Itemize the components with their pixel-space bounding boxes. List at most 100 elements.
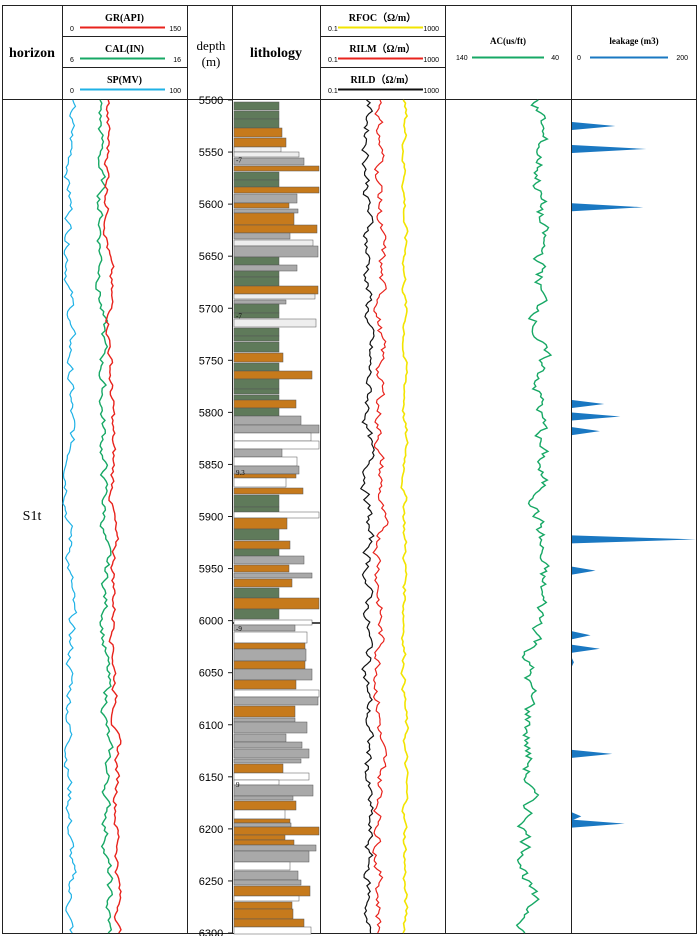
lithology-band <box>233 477 287 488</box>
lithology-band <box>233 335 280 342</box>
lithology-band <box>233 555 305 565</box>
depth-tick-label: 6200 <box>199 824 223 836</box>
leakage-peak <box>572 812 582 821</box>
track1-curve-max: 100 <box>169 88 181 95</box>
lithology-band <box>233 648 307 662</box>
lithology-band <box>233 795 294 801</box>
leakage-peak <box>572 749 613 758</box>
lithology-band <box>233 118 280 129</box>
leakage-peak <box>572 144 647 153</box>
track1-curve-name: SP(MV) <box>107 75 142 86</box>
resistivity-curve-max: 1000 <box>423 88 439 95</box>
lithology-band <box>233 110 280 120</box>
leakage-peak <box>572 631 591 640</box>
lithology-band <box>233 362 280 372</box>
depth-tick-label: 5900 <box>199 512 223 524</box>
lithology-column: -7 -7 9.3 -9 9 <box>233 101 320 935</box>
lithology-band <box>233 642 306 650</box>
depth-tick-label: 6050 <box>199 668 223 680</box>
lithology-band <box>233 186 320 194</box>
depth-tick-label: 5800 <box>199 407 223 419</box>
lithology-band <box>233 157 305 166</box>
lithology-band <box>233 578 293 588</box>
sp-curve <box>62 99 78 934</box>
track1-curve-min: 0 <box>70 26 74 33</box>
lithology-band <box>233 276 280 287</box>
rild-curve <box>359 99 375 934</box>
rfoc-curve <box>400 99 410 934</box>
lithology-band <box>233 721 308 734</box>
lithology-band <box>233 564 290 573</box>
lithology-band <box>233 179 280 188</box>
depth-tick-label: 6250 <box>199 876 223 888</box>
lithology-band <box>233 341 280 353</box>
lithology-band <box>233 448 283 458</box>
depth-tick-label: 5550 <box>199 147 223 159</box>
lithology-band <box>233 394 280 401</box>
lithology-layer-label: 9 <box>236 781 240 789</box>
leakage-peak <box>572 412 621 421</box>
lithology-band <box>233 415 302 426</box>
lithology-band <box>233 171 280 181</box>
lithology-band <box>233 202 290 209</box>
resistivity-curve-max: 1000 <box>423 57 439 64</box>
depth-tick-label: 5500 <box>199 95 223 107</box>
rilm-curve <box>372 99 389 934</box>
lithology-band <box>233 800 297 811</box>
lithology-band <box>233 834 286 841</box>
depth-tick-label: 6000 <box>199 616 223 628</box>
depth-tick-label: 5750 <box>199 355 223 367</box>
lithology-band <box>233 572 313 579</box>
lithology-band <box>233 399 297 409</box>
depth-tick-label: 6300 <box>199 928 223 936</box>
lithology-band <box>233 494 280 508</box>
header-lithology: lithology <box>250 46 302 61</box>
lithology-band <box>233 844 317 852</box>
lithology-band <box>233 137 287 148</box>
lithology-band <box>233 705 296 718</box>
lithology-band <box>233 270 280 278</box>
lithology-band <box>233 918 305 928</box>
lithology-band <box>233 424 320 434</box>
leakage-track <box>572 122 696 828</box>
chart-frame <box>2 5 697 934</box>
lithology-band <box>233 619 313 626</box>
track1-curve-min: 0 <box>70 88 74 95</box>
column-separators <box>62 5 572 933</box>
lithology-band <box>233 597 320 610</box>
depth-tick-label: 5850 <box>199 459 223 471</box>
lithology-band <box>233 548 280 557</box>
ac-curve <box>515 99 553 934</box>
lithology-band <box>233 818 291 824</box>
lithology-band <box>233 839 295 846</box>
lithology-band <box>233 239 314 247</box>
lithology-layer-label: -7 <box>236 156 242 164</box>
lithology-band <box>233 146 282 153</box>
leakage-peak <box>572 203 644 212</box>
lithology-band <box>233 370 313 380</box>
leakage-peak <box>572 658 574 667</box>
lithology-band <box>233 285 319 295</box>
lithology-band <box>233 303 280 314</box>
leakage-peak <box>572 122 616 131</box>
lithology-band <box>233 668 313 681</box>
lithology-band <box>233 224 318 234</box>
lithology-band <box>233 587 280 599</box>
resistivity-curve-name: RILD（Ω/m） <box>350 73 414 86</box>
lithology-band <box>233 327 280 337</box>
lithology-band <box>233 850 310 863</box>
lithology-band <box>233 193 298 204</box>
leakage-peak <box>572 400 605 409</box>
lithology-layer-label: 9.3 <box>236 469 245 477</box>
header-horizon: horizon <box>9 46 55 61</box>
lithology-band <box>233 352 284 363</box>
lithology-band <box>233 212 295 226</box>
lithology-band <box>233 388 280 395</box>
header-depth: depth <box>197 38 226 53</box>
leakage-peak <box>572 535 696 544</box>
lithology-band <box>233 232 291 240</box>
lithology-band <box>233 689 320 698</box>
track1-curve-name: GR(API) <box>105 13 144 24</box>
